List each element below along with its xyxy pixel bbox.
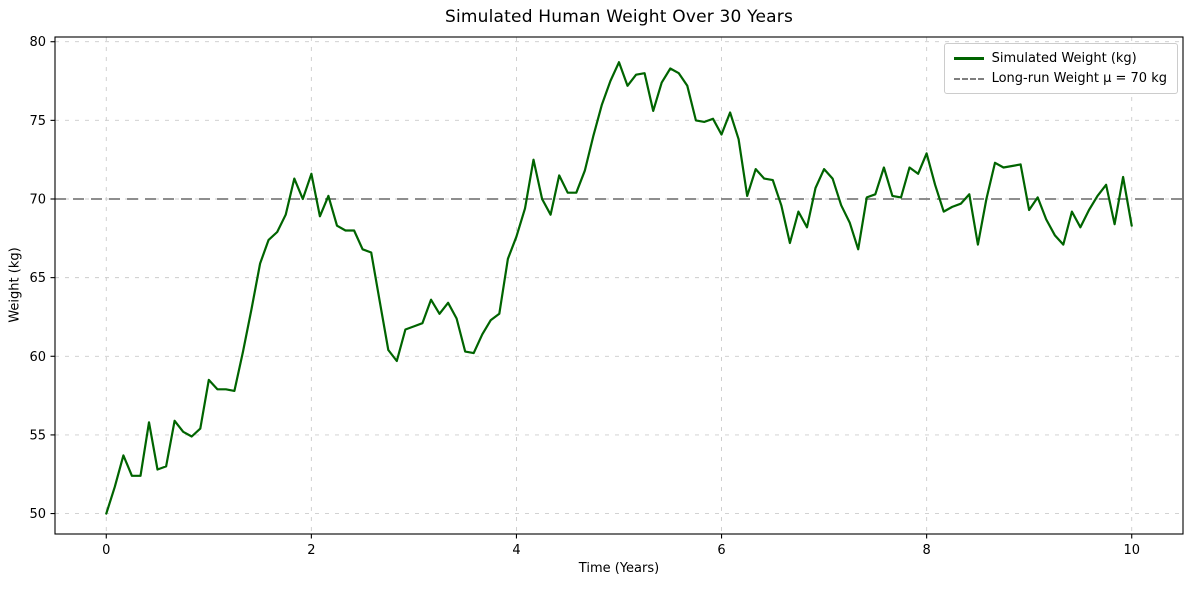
- x-tick-label: 8: [922, 543, 930, 558]
- y-tick-label: 60: [29, 350, 46, 365]
- chart-title: Simulated Human Weight Over 30 Years: [444, 7, 794, 27]
- legend-line-swatch-dashed: [953, 77, 984, 80]
- y-tick-label: 70: [29, 192, 46, 207]
- legend: Simulated Weight (kg) Long-run Weight μ …: [943, 43, 1178, 94]
- y-tick-label: 80: [29, 35, 46, 50]
- x-tick-label: 4: [512, 543, 520, 558]
- x-axis-label: Time (Years): [578, 561, 660, 576]
- simulated-weight-line: [105, 61, 1133, 515]
- legend-entry-simulated-weight: Simulated Weight (kg): [953, 51, 1167, 66]
- x-tick-label: 6: [717, 543, 725, 558]
- legend-label: Simulated Weight (kg): [991, 51, 1137, 66]
- y-axis-label: Weight (kg): [7, 247, 23, 323]
- plot-border: [54, 36, 1184, 535]
- y-tick-label: 75: [29, 114, 46, 129]
- x-tick-label: 0: [102, 543, 110, 558]
- y-tick-label: 50: [29, 507, 46, 522]
- legend-label: Long-run Weight μ = 70 kg: [991, 71, 1167, 86]
- x-tick-label: 10: [1123, 543, 1140, 558]
- y-tick-label: 55: [29, 428, 46, 443]
- legend-line-swatch-solid: [953, 57, 984, 60]
- y-tick-label: 65: [29, 271, 46, 286]
- x-tick-label: 2: [307, 543, 315, 558]
- legend-entry-long-run-weight: Long-run Weight μ = 70 kg: [953, 71, 1167, 86]
